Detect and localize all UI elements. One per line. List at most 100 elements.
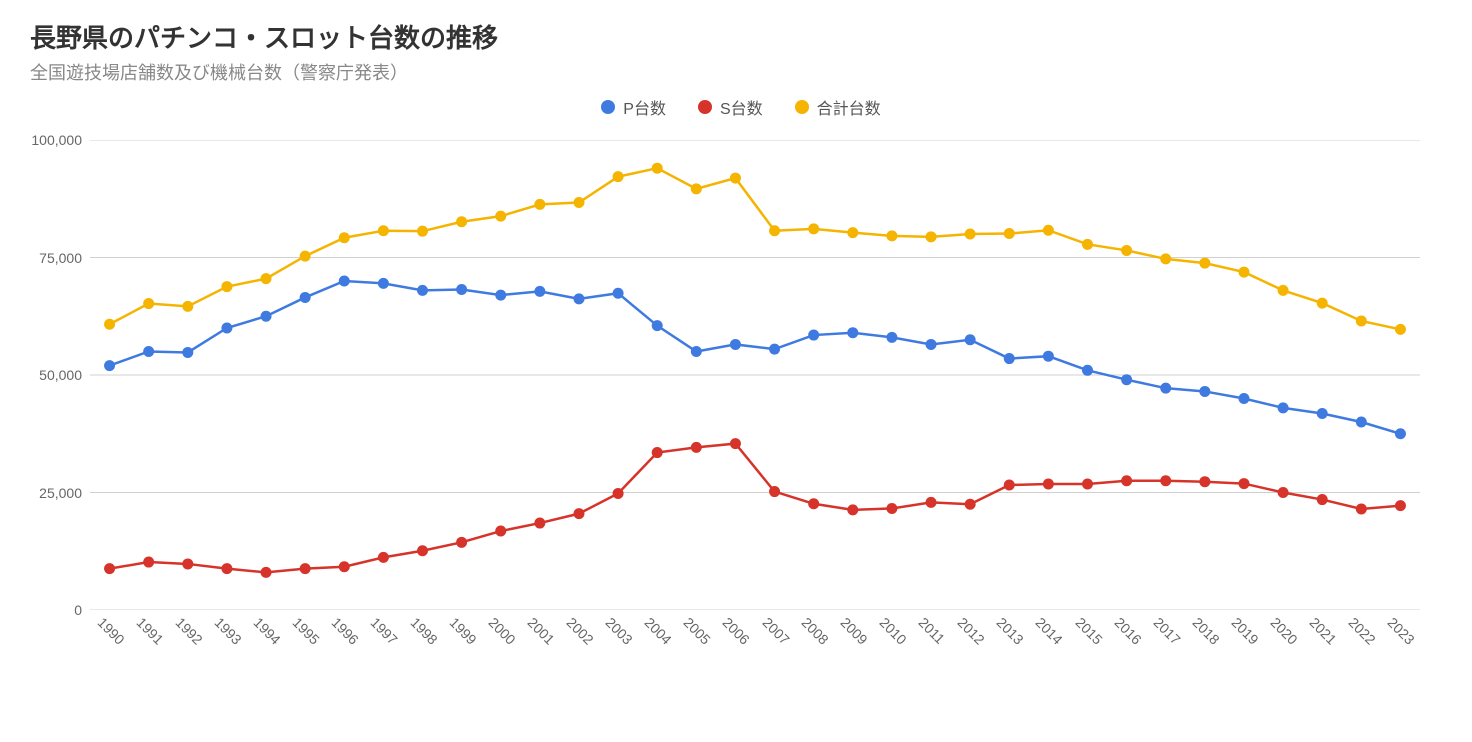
series-line [110, 444, 1401, 573]
data-point [965, 499, 976, 510]
legend-swatch [601, 100, 615, 114]
data-point [1004, 353, 1015, 364]
data-point [1199, 476, 1210, 487]
x-tick-label: 2015 [1072, 610, 1110, 648]
x-tick-label: 2004 [642, 610, 680, 648]
x-tick-label: 1994 [250, 610, 288, 648]
series-line [110, 168, 1401, 329]
data-point [534, 199, 545, 210]
x-tick-label: 2019 [1228, 610, 1266, 648]
data-point [573, 293, 584, 304]
y-tick-label: 75,000 [39, 250, 90, 266]
data-point [1278, 285, 1289, 296]
data-point [300, 563, 311, 574]
x-tick-label: 2011 [915, 610, 952, 647]
data-point [1043, 225, 1054, 236]
data-point [1317, 298, 1328, 309]
data-point [339, 232, 350, 243]
data-point [456, 284, 467, 295]
data-point [143, 298, 154, 309]
x-tick-label: 1995 [290, 610, 328, 648]
data-point [847, 327, 858, 338]
data-point [847, 504, 858, 515]
data-point [104, 360, 115, 371]
data-point [104, 563, 115, 574]
data-point [730, 339, 741, 350]
data-point [1121, 245, 1132, 256]
chart-container: 長野県のパチンコ・スロット台数の推移 全国遊技場店舗数及び機械台数（警察庁発表）… [0, 0, 1472, 742]
y-tick-label: 50,000 [39, 367, 90, 383]
x-tick-label: 1990 [94, 610, 132, 648]
data-point [378, 278, 389, 289]
data-point [652, 447, 663, 458]
chart-svg [90, 140, 1420, 610]
data-point [886, 503, 897, 514]
legend-swatch [795, 100, 809, 114]
data-point [1356, 503, 1367, 514]
data-point [965, 334, 976, 345]
data-point [573, 197, 584, 208]
data-point [1004, 479, 1015, 490]
data-point [1395, 428, 1406, 439]
chart-subtitle: 全国遊技場店舗数及び機械台数（警察庁発表） [30, 59, 1452, 85]
data-point [300, 251, 311, 262]
x-tick-label: 1996 [329, 610, 367, 648]
x-tick-label: 2023 [1385, 610, 1423, 648]
data-point [221, 281, 232, 292]
data-point [339, 561, 350, 572]
x-tick-label: 2020 [1268, 610, 1306, 648]
data-point [808, 330, 819, 341]
data-point [926, 231, 937, 242]
data-point [1317, 494, 1328, 505]
data-point [1238, 478, 1249, 489]
legend-label: S台数 [720, 95, 763, 119]
data-point [808, 223, 819, 234]
data-point [1238, 267, 1249, 278]
data-point [495, 290, 506, 301]
data-point [926, 497, 937, 508]
data-point [378, 552, 389, 563]
data-point [926, 339, 937, 350]
x-tick-label: 1998 [407, 610, 445, 648]
x-tick-label: 2006 [720, 610, 758, 648]
data-point [769, 225, 780, 236]
data-point [886, 230, 897, 241]
data-point [1395, 324, 1406, 335]
data-point [965, 229, 976, 240]
plot-area: 025,00050,00075,000100,00019901991199219… [90, 140, 1420, 610]
x-tick-label: 2018 [1189, 610, 1227, 648]
x-tick-label: 2014 [1033, 610, 1071, 648]
y-tick-label: 100,000 [31, 132, 90, 148]
x-tick-label: 1993 [211, 610, 249, 648]
x-tick-label: 2008 [798, 610, 836, 648]
data-point [182, 347, 193, 358]
data-point [143, 557, 154, 568]
data-point [495, 211, 506, 222]
data-point [456, 537, 467, 548]
data-point [652, 320, 663, 331]
x-tick-label: 2002 [563, 610, 601, 648]
data-point [730, 438, 741, 449]
legend-item: P台数 [601, 95, 666, 119]
x-tick-label: 2017 [1150, 610, 1188, 648]
x-tick-label: 2003 [603, 610, 641, 648]
data-point [417, 226, 428, 237]
data-point [1199, 258, 1210, 269]
x-tick-label: 1991 [133, 610, 171, 648]
data-point [182, 558, 193, 569]
legend-item: S台数 [698, 95, 763, 119]
x-tick-label: 2005 [681, 610, 719, 648]
data-point [417, 285, 428, 296]
data-point [1004, 228, 1015, 239]
x-tick-label: 2013 [994, 610, 1032, 648]
x-tick-label: 2012 [955, 610, 993, 648]
data-point [339, 276, 350, 287]
data-point [378, 225, 389, 236]
x-tick-label: 2022 [1346, 610, 1384, 648]
x-tick-label: 2007 [759, 610, 797, 648]
x-tick-label: 2010 [876, 610, 914, 648]
data-point [613, 288, 624, 299]
legend-label: 合計台数 [817, 95, 881, 119]
data-point [1160, 383, 1171, 394]
x-tick-label: 2009 [837, 610, 875, 648]
